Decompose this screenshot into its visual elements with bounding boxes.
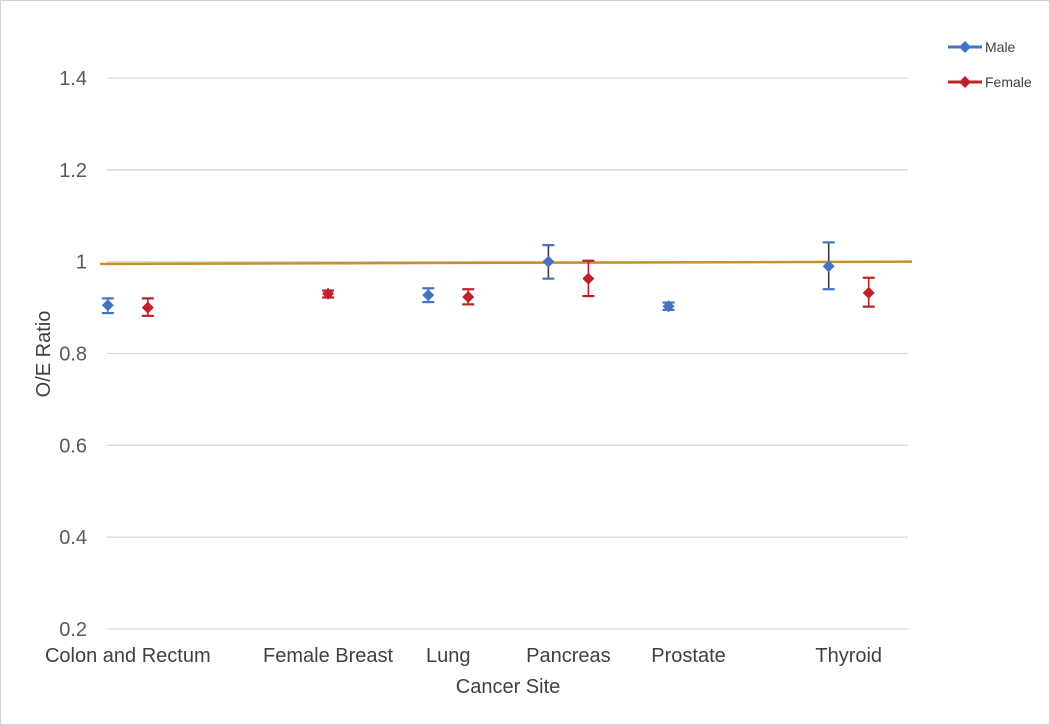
data-point-male: [422, 287, 435, 304]
diamond-marker: [101, 299, 114, 312]
diamond-marker: [462, 291, 475, 304]
legend: Male Female: [948, 39, 1032, 90]
category-label: Thyroid: [815, 645, 882, 667]
data-point-female: [862, 276, 875, 308]
diamond-marker: [662, 300, 675, 313]
y-tick-label: 0.2: [59, 619, 87, 641]
data-point-female: [582, 259, 595, 298]
diamond-marker: [862, 286, 875, 299]
y-axis-title: O/E Ratio: [33, 311, 55, 398]
diamond-marker: [422, 289, 435, 302]
category-label: Lung: [426, 645, 471, 667]
legend-swatch-marker: [959, 41, 971, 53]
legend-label: Male: [985, 39, 1016, 55]
category-label: Prostate: [651, 645, 725, 667]
data-point-female: [141, 297, 154, 317]
y-tick-label: 1.2: [59, 160, 87, 182]
x-axis-title: Cancer Site: [456, 676, 561, 698]
y-tick-label: 0.4: [59, 527, 87, 549]
diamond-marker: [582, 272, 595, 285]
y-tick-label: 1: [76, 252, 87, 274]
legend-label: Female: [985, 74, 1032, 90]
data-marks: [101, 241, 875, 317]
legend-swatch-marker: [959, 76, 971, 88]
y-tick-label: 1.4: [59, 68, 87, 90]
reference-line-path: [99, 260, 913, 266]
data-point-female: [322, 287, 335, 300]
diamond-marker: [141, 301, 154, 314]
data-point-female: [462, 288, 475, 306]
data-point-male: [822, 241, 835, 291]
category-label: Colon and Rectum: [45, 645, 211, 667]
category-label: Female Breast: [263, 645, 393, 667]
diamond-marker: [542, 255, 555, 268]
diamond-marker: [822, 260, 835, 273]
data-point-male: [662, 300, 675, 313]
y-tick-label: 0.6: [59, 435, 87, 457]
data-point-male: [542, 244, 555, 280]
y-tick-label: 0.8: [59, 344, 87, 366]
category-label: Pancreas: [526, 645, 611, 667]
gridlines: [107, 77, 908, 630]
y-tick-labels: 0.2 0.4 0.6 0.8 1 1.2 1.4: [59, 68, 87, 641]
category-labels: Colon and Rectum Female Breast Lung Pancrea…: [45, 645, 882, 667]
reference-line: [99, 260, 913, 266]
diamond-marker: [322, 287, 335, 300]
data-point-male: [101, 297, 114, 315]
